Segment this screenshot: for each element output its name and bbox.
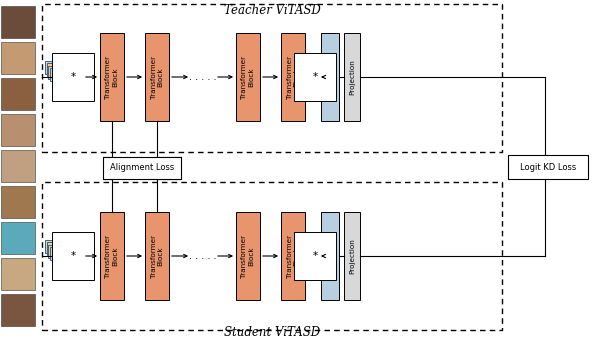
Bar [48,65,61,78]
Bar [50,247,63,260]
Text: *: * [312,72,318,82]
Text: . . . . .: . . . . . [189,72,217,82]
Text: *: * [70,72,76,82]
Bar [1,258,35,290]
Bar [1,222,35,254]
FancyBboxPatch shape [42,4,502,152]
Text: Projection: Projection [349,238,355,274]
Bar [46,63,60,76]
Bar [344,33,360,121]
Bar [100,212,124,300]
Text: Transformer
Block: Transformer Block [241,235,255,278]
Bar [52,249,65,262]
Text: Projection: Projection [349,59,355,95]
FancyBboxPatch shape [42,182,502,330]
Bar [48,245,61,258]
Bar [103,157,181,179]
Text: . . . . .: . . . . . [189,251,217,261]
Bar [145,212,169,300]
Text: Logit KD Loss: Logit KD Loss [520,162,576,172]
Text: Transformer
Block: Transformer Block [241,55,255,99]
Bar [50,68,63,81]
Text: Transformer
Block: Transformer Block [150,235,164,278]
Bar [100,33,124,121]
Bar [45,61,58,74]
Bar [1,150,35,182]
Bar [1,42,35,74]
Text: Gaussian
Layer: Gaussian Layer [323,239,337,272]
Bar [52,71,65,84]
Bar [236,212,260,300]
Bar [1,78,35,110]
Text: Student ViTASD: Student ViTASD [224,325,320,338]
Bar [1,294,35,326]
Bar [1,6,35,38]
Text: Transformer
Block: Transformer Block [150,55,164,99]
Text: Transformer
Block: Transformer Block [105,235,119,278]
Bar [46,242,60,255]
Bar [281,33,305,121]
Text: Gaussian
Layer: Gaussian Layer [323,61,337,94]
Text: Teacher ViTASD: Teacher ViTASD [223,3,320,17]
Bar [145,33,169,121]
Bar [236,33,260,121]
Bar [1,186,35,218]
Text: Transformer
Block: Transformer Block [287,55,300,99]
Text: Alignment Loss: Alignment Loss [110,163,174,172]
Bar [321,33,339,121]
Bar [1,114,35,146]
Bar [344,212,360,300]
Text: *: * [312,251,318,261]
Text: Transformer
Block: Transformer Block [287,235,300,278]
Bar [281,212,305,300]
Text: *: * [70,251,76,261]
Bar [45,239,58,252]
Text: Transformer
Block: Transformer Block [105,55,119,99]
Bar [508,155,588,179]
Bar [321,212,339,300]
